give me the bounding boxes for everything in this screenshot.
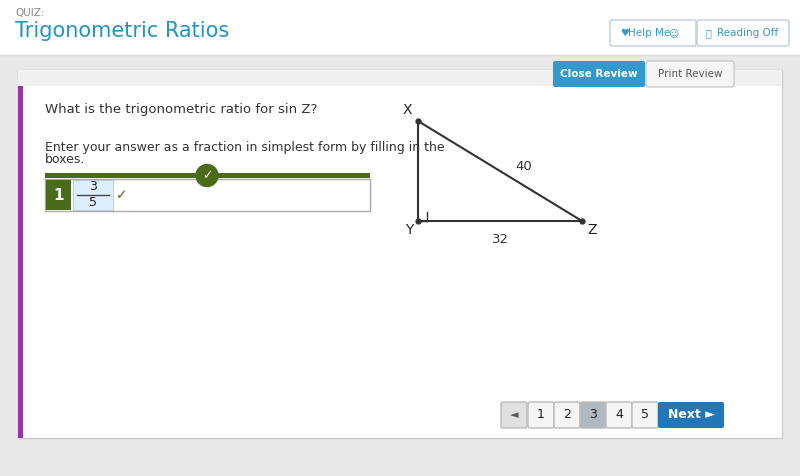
Text: 5: 5 xyxy=(641,408,649,422)
FancyBboxPatch shape xyxy=(45,179,370,211)
Text: Z: Z xyxy=(587,223,597,237)
Bar xyxy=(0,0,800,55)
Text: Y: Y xyxy=(405,223,413,237)
Text: Enter your answer as a fraction in simplest form by filling in the: Enter your answer as a fraction in simpl… xyxy=(45,141,445,154)
Text: Print Review: Print Review xyxy=(658,69,722,79)
FancyBboxPatch shape xyxy=(632,402,658,428)
FancyBboxPatch shape xyxy=(610,20,696,46)
Text: 1: 1 xyxy=(54,188,64,202)
Bar xyxy=(0,55,800,476)
Text: ◄: ◄ xyxy=(510,410,518,420)
Text: 2: 2 xyxy=(563,408,571,422)
Text: Next ►: Next ► xyxy=(667,408,714,422)
Text: ✓: ✓ xyxy=(202,169,212,182)
Text: QUIZ:: QUIZ: xyxy=(15,8,45,18)
FancyBboxPatch shape xyxy=(553,61,645,87)
FancyBboxPatch shape xyxy=(646,61,734,87)
Text: 🎧: 🎧 xyxy=(706,28,712,38)
Text: ♥: ♥ xyxy=(620,28,629,38)
FancyBboxPatch shape xyxy=(658,402,724,428)
Bar xyxy=(18,70,782,86)
Bar xyxy=(46,180,71,210)
FancyBboxPatch shape xyxy=(554,402,580,428)
Text: 32: 32 xyxy=(491,233,509,246)
Text: X: X xyxy=(402,103,412,117)
Text: Trigonometric Ratios: Trigonometric Ratios xyxy=(15,21,230,41)
Text: 1: 1 xyxy=(537,408,545,422)
Text: What is the trigonometric ratio for sin Z?: What is the trigonometric ratio for sin … xyxy=(45,103,318,116)
FancyBboxPatch shape xyxy=(580,402,606,428)
FancyBboxPatch shape xyxy=(697,20,789,46)
FancyBboxPatch shape xyxy=(501,402,527,428)
FancyBboxPatch shape xyxy=(18,70,782,438)
Text: 3: 3 xyxy=(589,408,597,422)
Text: 4: 4 xyxy=(615,408,623,422)
Text: 5: 5 xyxy=(89,197,97,209)
Text: 3: 3 xyxy=(89,180,97,194)
FancyBboxPatch shape xyxy=(606,402,632,428)
Circle shape xyxy=(196,165,218,187)
FancyBboxPatch shape xyxy=(528,402,554,428)
Text: Close Review: Close Review xyxy=(560,69,638,79)
Text: ☺: ☺ xyxy=(668,28,678,38)
Text: boxes.: boxes. xyxy=(45,153,86,166)
FancyBboxPatch shape xyxy=(73,180,113,210)
Text: ✓: ✓ xyxy=(116,188,128,202)
Text: 40: 40 xyxy=(515,159,532,172)
Bar xyxy=(18,70,23,438)
Text: Help Me: Help Me xyxy=(628,28,670,38)
Text: Reading Off: Reading Off xyxy=(717,28,778,38)
Bar xyxy=(45,173,370,178)
